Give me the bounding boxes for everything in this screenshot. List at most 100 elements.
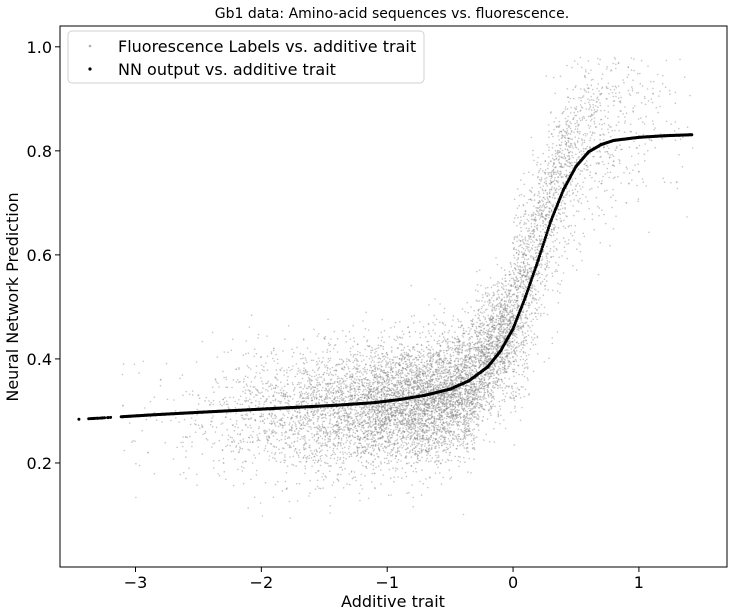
fluorescence-point — [246, 414, 248, 417]
fluorescence-point — [371, 410, 374, 413]
fluorescence-point — [459, 374, 461, 376]
fluorescence-point — [507, 349, 509, 351]
fluorescence-point — [445, 461, 447, 463]
fluorescence-point — [304, 408, 307, 411]
fluorescence-point — [452, 351, 455, 354]
fluorescence-point — [339, 397, 341, 400]
fluorescence-point — [435, 445, 438, 448]
fluorescence-point — [560, 187, 562, 189]
fluorescence-point — [485, 372, 487, 374]
fluorescence-point — [552, 250, 555, 252]
fluorescence-point — [469, 350, 472, 352]
fluorescence-point — [383, 457, 386, 460]
fluorescence-point — [441, 398, 444, 400]
fluorescence-point — [305, 391, 308, 394]
fluorescence-point — [534, 246, 536, 249]
fluorescence-point — [546, 313, 549, 316]
fluorescence-point — [558, 120, 561, 123]
fluorescence-point — [325, 429, 328, 431]
fluorescence-point — [480, 403, 483, 406]
fluorescence-point — [459, 358, 462, 360]
fluorescence-point — [523, 221, 526, 224]
fluorescence-point — [474, 403, 477, 406]
fluorescence-point — [353, 366, 356, 368]
fluorescence-point — [390, 433, 393, 436]
fluorescence-point — [539, 276, 541, 279]
fluorescence-point — [487, 332, 490, 335]
fluorescence-point — [456, 409, 458, 411]
fluorescence-point — [445, 400, 448, 403]
fluorescence-point — [402, 408, 405, 411]
fluorescence-point — [546, 192, 548, 194]
fluorescence-point — [336, 445, 339, 447]
fluorescence-point — [390, 365, 392, 368]
fluorescence-point — [549, 192, 551, 194]
fluorescence-point — [526, 262, 529, 264]
fluorescence-point — [323, 378, 326, 380]
fluorescence-point — [438, 339, 440, 342]
fluorescence-point — [520, 280, 523, 282]
fluorescence-point — [241, 470, 244, 472]
fluorescence-point — [251, 391, 253, 394]
fluorescence-point — [423, 364, 426, 367]
fluorescence-point — [272, 357, 274, 360]
fluorescence-point — [608, 147, 610, 150]
fluorescence-point — [552, 143, 554, 145]
fluorescence-point — [394, 440, 396, 442]
fluorescence-point — [418, 421, 420, 424]
fluorescence-point — [531, 324, 534, 327]
fluorescence-point — [501, 399, 503, 402]
fluorescence-point — [487, 373, 490, 376]
fluorescence-point — [336, 380, 339, 383]
fluorescence-point — [398, 395, 400, 398]
fluorescence-point — [643, 123, 646, 125]
fluorescence-point — [448, 423, 451, 426]
fluorescence-point — [436, 459, 438, 462]
fluorescence-point — [303, 386, 306, 388]
fluorescence-point — [566, 127, 568, 130]
fluorescence-point — [390, 494, 392, 496]
fluorescence-point — [466, 301, 469, 304]
fluorescence-point — [236, 379, 239, 381]
fluorescence-point — [633, 140, 635, 143]
fluorescence-point — [245, 417, 247, 420]
fluorescence-point — [573, 199, 575, 201]
fluorescence-point — [405, 442, 408, 445]
fluorescence-point — [319, 428, 321, 431]
fluorescence-point — [122, 363, 125, 365]
fluorescence-point — [355, 410, 358, 412]
fluorescence-point — [393, 423, 396, 426]
fluorescence-point — [462, 336, 465, 338]
fluorescence-point — [422, 374, 424, 376]
fluorescence-point — [467, 354, 470, 356]
fluorescence-point — [291, 463, 293, 466]
fluorescence-point — [437, 454, 440, 457]
fluorescence-point — [625, 112, 628, 114]
fluorescence-point — [591, 218, 594, 221]
fluorescence-point — [487, 329, 490, 331]
fluorescence-point — [470, 306, 472, 308]
fluorescence-point — [383, 409, 385, 412]
fluorescence-point — [517, 346, 519, 348]
fluorescence-point — [576, 140, 579, 142]
fluorescence-point — [330, 413, 332, 415]
fluorescence-point — [483, 376, 485, 379]
fluorescence-point — [419, 321, 421, 323]
fluorescence-point — [599, 58, 601, 61]
fluorescence-point — [596, 87, 598, 90]
fluorescence-point — [478, 416, 480, 418]
fluorescence-point — [436, 428, 439, 431]
fluorescence-point — [295, 425, 297, 428]
fluorescence-point — [309, 479, 311, 482]
fluorescence-point — [397, 458, 400, 461]
fluorescence-point — [332, 444, 335, 446]
fluorescence-point — [246, 413, 248, 415]
fluorescence-point — [357, 394, 360, 397]
fluorescence-point — [599, 151, 601, 153]
fluorescence-point — [225, 376, 227, 379]
fluorescence-point — [327, 412, 329, 414]
fluorescence-point — [567, 96, 570, 99]
fluorescence-point — [360, 372, 363, 374]
fluorescence-point — [517, 325, 519, 328]
fluorescence-point — [405, 438, 408, 441]
